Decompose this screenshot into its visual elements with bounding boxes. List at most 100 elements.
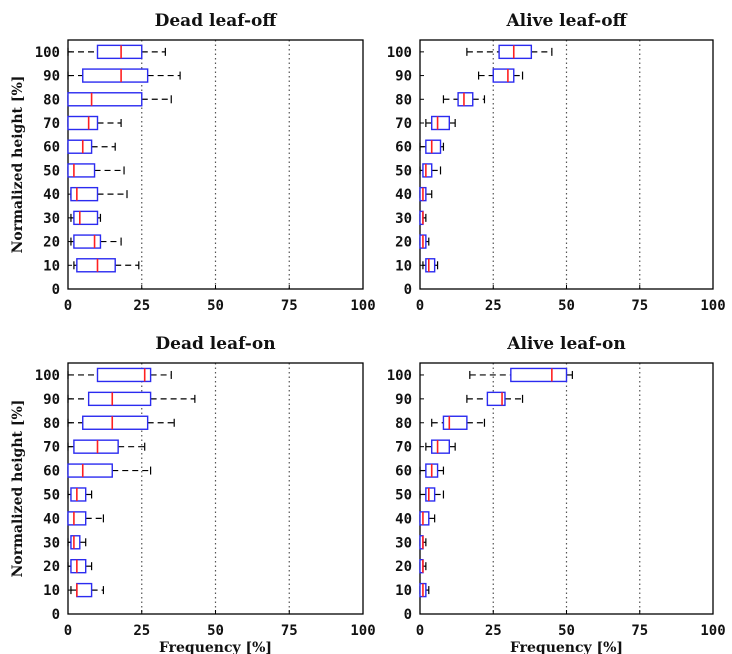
y-tick-label: 70	[395, 116, 412, 132]
box-plot-40	[419, 186, 433, 202]
x-tick-label: 50	[558, 623, 575, 639]
box-iqr	[96, 367, 152, 383]
box-plot-40	[419, 511, 436, 526]
y-tick-label: 0	[52, 607, 60, 623]
box-iqr	[67, 139, 93, 154]
y-tick-label: 80	[43, 92, 60, 108]
box-plot-100	[67, 367, 172, 383]
y-tick-label: 30	[395, 535, 412, 551]
y-tick-label: 50	[395, 487, 412, 503]
box-plot-20	[419, 234, 430, 249]
box-plot-50	[67, 163, 125, 178]
y-tick-label: 50	[395, 163, 412, 179]
y-tick-label: 20	[395, 235, 412, 251]
box-iqr	[419, 511, 430, 526]
box-iqr	[73, 439, 119, 454]
y-tick-label: 30	[395, 211, 412, 227]
y-tick-label: 40	[395, 187, 412, 203]
box-plot-90	[67, 68, 181, 83]
box-iqr	[76, 582, 93, 598]
box-plot-70	[67, 439, 146, 454]
y-tick-label: 70	[395, 440, 412, 456]
box-plot-70	[67, 115, 122, 131]
x-tick-label: 0	[64, 623, 72, 639]
box-iqr	[425, 258, 436, 273]
x-tick-label: 25	[133, 298, 150, 314]
box-plot-90	[67, 391, 196, 407]
x-tick-label: 75	[281, 298, 298, 314]
box-plot-10	[422, 258, 439, 273]
x-axis-label: Frequency [%]	[159, 640, 272, 654]
y-tick-label: 100	[35, 368, 60, 384]
box-plot-40	[70, 186, 128, 202]
x-tick-label: 100	[350, 623, 375, 639]
box-iqr	[510, 367, 568, 383]
box-iqr	[457, 92, 474, 107]
box-iqr	[492, 68, 515, 83]
x-tick-label: 50	[207, 623, 224, 639]
box-plot-20	[67, 558, 93, 574]
y-tick-label: 90	[43, 392, 60, 408]
box-iqr	[67, 163, 96, 178]
box-iqr	[96, 44, 143, 60]
y-tick-label: 20	[395, 559, 412, 575]
y-tick-label: 10	[395, 258, 412, 274]
y-tick-label: 40	[43, 511, 60, 527]
box-iqr	[431, 115, 451, 131]
y-tick-label: 50	[43, 163, 60, 179]
y-tick-label: 30	[43, 535, 60, 551]
x-tick-label: 0	[416, 298, 424, 314]
box-plot-70	[425, 115, 456, 131]
chart-title: Alive leaf-off	[505, 11, 627, 31]
box-plot-90	[478, 68, 524, 83]
box-plot-30	[67, 535, 87, 550]
x-axis-label: Frequency [%]	[510, 640, 623, 654]
box-plot-100	[466, 44, 553, 60]
y-tick-label: 40	[43, 187, 60, 203]
x-tick-label: 50	[207, 298, 224, 314]
box-plot-30	[419, 535, 427, 550]
y-tick-label: 70	[43, 116, 60, 132]
y-tick-label: 0	[52, 282, 60, 298]
box-plot-60	[67, 463, 152, 478]
y-tick-label: 90	[43, 69, 60, 85]
y-tick-label: 20	[43, 559, 60, 575]
x-tick-label: 25	[133, 623, 150, 639]
box-plot-90	[466, 391, 524, 407]
box-iqr	[73, 210, 99, 226]
y-tick-label: 10	[43, 583, 60, 599]
y-tick-label: 100	[387, 368, 412, 384]
box-iqr	[442, 415, 468, 430]
box-plot-70	[425, 439, 456, 454]
x-tick-label: 25	[485, 298, 502, 314]
y-tick-label: 70	[43, 440, 60, 456]
box-iqr	[425, 487, 436, 502]
box-iqr	[425, 139, 442, 154]
y-tick-label: 100	[387, 45, 412, 61]
y-tick-label: 50	[43, 487, 60, 503]
x-tick-label: 0	[64, 298, 72, 314]
box-plot-100	[469, 367, 573, 383]
box-plot-50	[419, 163, 442, 178]
y-tick-label: 80	[395, 92, 412, 108]
chart-title: Alive leaf-on	[506, 334, 625, 354]
box-plot-10	[419, 582, 430, 598]
box-iqr	[67, 92, 143, 107]
x-tick-label: 0	[416, 623, 424, 639]
box-plot-60	[419, 463, 445, 478]
box-plot-60	[419, 139, 445, 154]
x-tick-label: 100	[700, 298, 725, 314]
box-plot-10	[70, 582, 105, 598]
chart-panel-dead-leaf-off: Dead leaf-off 0 25 50 75 100 0 10 20 30 40 50 60 70 80…	[10, 11, 376, 314]
box-iqr	[70, 186, 99, 202]
box-iqr	[70, 535, 81, 550]
y-tick-label: 80	[395, 416, 412, 432]
y-tick-label: 100	[35, 45, 60, 61]
box-iqr	[67, 511, 87, 526]
box-iqr	[82, 415, 149, 430]
x-tick-label: 100	[350, 298, 375, 314]
y-tick-label: 60	[395, 464, 412, 480]
y-tick-label: 60	[43, 464, 60, 480]
y-tick-label: 90	[395, 69, 412, 85]
y-tick-label: 10	[395, 583, 412, 599]
